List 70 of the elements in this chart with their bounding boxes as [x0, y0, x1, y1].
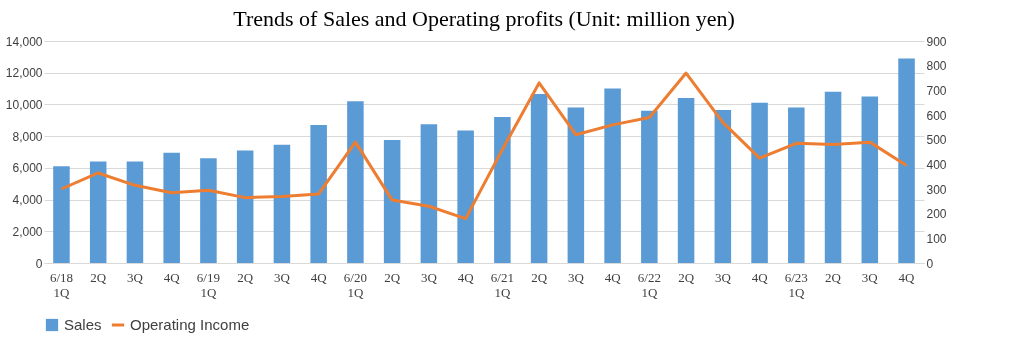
x-tick-label: 3Q [126, 269, 144, 285]
y2-tick-label: 800 [926, 59, 947, 74]
x-tick-label: 3Q [861, 269, 879, 285]
bar [163, 152, 180, 263]
x-tick-label: 6/20 1Q [343, 269, 367, 300]
x-tick-label: 2Q [825, 269, 842, 285]
bar [310, 125, 327, 263]
y2-tick-label: 300 [926, 182, 947, 197]
x-tick-label: 3Q [273, 269, 291, 285]
x-tick-label: 2Q [90, 269, 107, 285]
x-tick-label: 4Q [163, 269, 181, 285]
x-tick-label: 4Q [310, 269, 328, 285]
x-tick-label: 2Q [678, 269, 695, 285]
y2-tick-label: 700 [926, 83, 947, 98]
x-tick-label: 3Q [567, 269, 585, 285]
y-tick-label: 0 [35, 256, 43, 271]
x-tick-label: 6/22 1Q [637, 269, 661, 300]
legend-label: Sales [64, 316, 102, 333]
y-tick-label: 8,000 [12, 129, 43, 144]
bar [714, 109, 732, 263]
y-tick-label: 10,000 [5, 97, 43, 112]
bar [126, 161, 144, 263]
bar [236, 150, 254, 263]
x-tick-label: 6/18 1Q [49, 269, 74, 300]
y2-tick-label: 900 [926, 34, 947, 49]
y-tick-label: 6,000 [12, 161, 43, 176]
bar [677, 98, 695, 263]
x-tick-label: 6/23 1Q [784, 269, 808, 300]
bar [788, 107, 805, 263]
x-tick-label: 3Q [714, 269, 732, 285]
chart-title: Trends of Sales and Operating profits (Unit: million yen) [233, 6, 735, 31]
bar [824, 91, 842, 263]
x-tick-label: 4Q [751, 269, 769, 285]
y2-tick-label: 100 [926, 231, 947, 246]
y-tick-label: 12,000 [5, 66, 43, 81]
x-tick-label: 3Q [420, 269, 438, 285]
x-tick-label: 6/19 1Q [196, 269, 220, 300]
bar [457, 130, 474, 263]
y2-tick-label: 600 [926, 108, 947, 123]
bar [751, 102, 768, 263]
y-tick-label: 4,000 [12, 193, 43, 208]
bar [861, 96, 879, 263]
y2-tick-label: 500 [926, 133, 947, 148]
y-tick-label: 2,000 [12, 224, 43, 239]
bar [420, 124, 438, 263]
y2-tick-label: 200 [926, 207, 947, 222]
x-tick-label: 4Q [898, 269, 916, 285]
bar [567, 107, 585, 263]
bar [494, 117, 511, 263]
x-tick-label: 6/21 1Q [490, 269, 514, 300]
y-tick-label: 14,000 [5, 34, 43, 49]
x-tick-label: 2Q [384, 269, 401, 285]
y2-tick-label: 400 [926, 157, 947, 172]
bar [898, 58, 915, 263]
x-tick-label: 2Q [531, 269, 548, 285]
bar [89, 161, 107, 263]
x-tick-label: 2Q [237, 269, 254, 285]
bar [347, 101, 364, 263]
bar [273, 144, 291, 263]
x-tick-label: 4Q [457, 269, 475, 285]
y2-tick-label: 0 [926, 256, 934, 271]
bar [530, 94, 548, 263]
legend-label: Operating Income [130, 316, 250, 333]
line-series [59, 71, 909, 221]
bar [641, 110, 658, 263]
bar [604, 88, 621, 263]
x-tick-label: 4Q [604, 269, 622, 285]
bar [53, 166, 70, 263]
bar [200, 158, 217, 263]
bar [383, 140, 401, 263]
